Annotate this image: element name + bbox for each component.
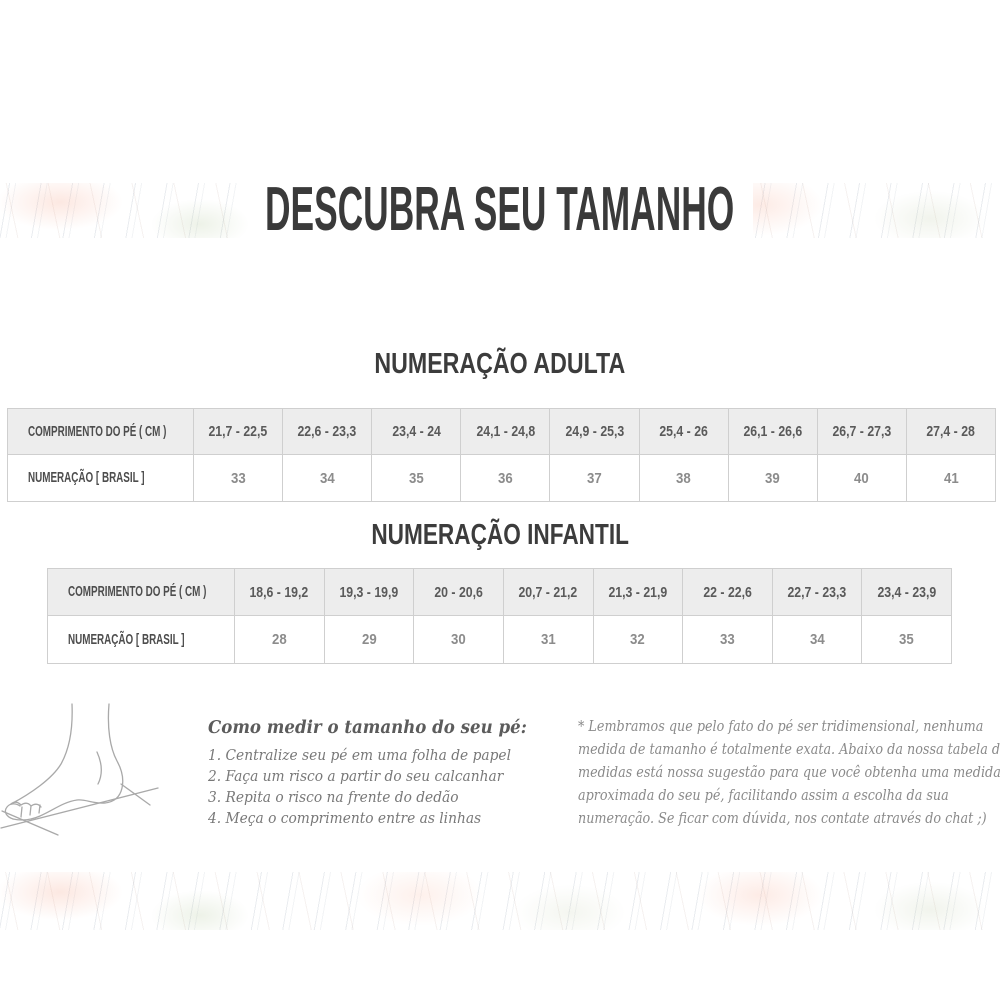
infant-shoe-size-value: 33: [682, 616, 772, 663]
note-line: aproximada do seu pé, facilitando assim …: [578, 788, 949, 804]
adult-shoe-size-value: 38: [638, 455, 728, 501]
title-backdrop: [248, 180, 753, 240]
infant-foot-length-range: 22 - 22,6: [682, 569, 772, 616]
note-line: medida de tamanho é totalmente exata. Ab…: [578, 742, 1000, 758]
how-to-step: 3. Repita o risco na frente do dedão: [208, 790, 459, 806]
infant-foot-length-range: 20,7 - 21,2: [502, 569, 593, 616]
infant-shoe-size-value: 34: [771, 616, 862, 663]
infant-section-heading: NUMERAÇÃO INFANTIL: [371, 519, 629, 551]
infant-foot-length-range: 18,6 - 19,2: [234, 569, 324, 616]
note-line: medidas está nossa sugestão para que voc…: [578, 765, 1000, 781]
adult-shoe-size-value: 37: [549, 455, 638, 501]
infant-shoe-size-value: 28: [234, 616, 324, 663]
adult-shoe-size-value: 40: [816, 455, 906, 501]
adult-shoe-size-value: 33: [193, 455, 282, 501]
adult-foot-length-range: 23,4 - 24: [371, 409, 461, 455]
foot-measurement-icon: [0, 700, 192, 850]
adult-shoe-size-value: 36: [460, 455, 549, 501]
adult-foot-length-range: 21,7 - 22,5: [193, 409, 283, 455]
adult-foot-length-label: COMPRIMENTO DO PÉ ( CM ): [8, 409, 193, 455]
note-line: numeração. Se ficar com dúvida, nos cont…: [578, 811, 987, 827]
adult-section-heading: NUMERAÇÃO ADULTA: [374, 348, 626, 380]
adult-shoe-size-label: NUMERAÇÃO [ BRASIL ]: [28, 470, 145, 486]
infant-foot-length-range: 21,3 - 21,9: [592, 569, 683, 616]
infant-foot-length-range: 19,3 - 19,9: [323, 569, 414, 616]
infant-shoe-size-value: 32: [592, 616, 683, 663]
infant-shoe-size-value: 31: [502, 616, 593, 663]
adult-shoe-size-value: 34: [282, 455, 371, 501]
page-title: DESCUBRA SEU TAMANHO: [265, 175, 735, 244]
adult-foot-length-range: 26,1 - 26,6: [727, 409, 817, 455]
decorative-pattern-band-bottom: [0, 872, 1000, 930]
infant-foot-length-range: 23,4 - 23,9: [861, 569, 951, 616]
infant-foot-length-range: 20 - 20,6: [413, 569, 503, 616]
how-to-heading: Como medir o tamanho do seu pé:: [208, 718, 527, 738]
infant-shoe-size-value: 30: [413, 616, 503, 663]
infant-shoe-size-value: 29: [323, 616, 414, 663]
infant-shoe-size-label: NUMERAÇÃO [ BRASIL ]: [68, 631, 185, 648]
how-to-step: 4. Meça o comprimento entre as linhas: [208, 811, 482, 827]
adult-foot-length-range: 24,1 - 24,8: [460, 409, 550, 455]
adult-shoe-size-value: 35: [371, 455, 460, 501]
disclaimer-note: * Lembramos que pelo fato do pé ser trid…: [578, 716, 1000, 831]
adult-size-table: COMPRIMENTO DO PÉ ( CM ) 21,7 - 22,5 22,…: [7, 408, 996, 502]
adult-shoe-size-value: 41: [905, 455, 995, 501]
how-to-step: 1. Centralize seu pé em uma folha de pap…: [208, 748, 511, 764]
how-to-measure-block: Como medir o tamanho do seu pé: 1. Centr…: [208, 716, 560, 830]
infant-size-table: COMPRIMENTO DO PÉ ( CM ) 18,6 - 19,2 19,…: [47, 568, 952, 664]
infant-shoe-size-value: 35: [861, 616, 951, 663]
adult-foot-length-range: 22,6 - 23,3: [282, 409, 372, 455]
adult-foot-length-range: 24,9 - 25,3: [549, 409, 639, 455]
adult-shoe-size-value: 39: [727, 455, 817, 501]
how-to-step: 2. Faça um risco a partir do seu calcanh…: [208, 769, 504, 785]
note-line: * Lembramos que pelo fato do pé ser trid…: [578, 719, 984, 735]
adult-foot-length-range: 26,7 - 27,3: [816, 409, 906, 455]
infant-foot-length-label: COMPRIMENTO DO PÉ ( CM ): [48, 569, 234, 616]
adult-foot-length-range: 27,4 - 28: [905, 409, 995, 455]
infant-foot-length-range: 22,7 - 23,3: [771, 569, 862, 616]
adult-foot-length-range: 25,4 - 26: [638, 409, 728, 455]
